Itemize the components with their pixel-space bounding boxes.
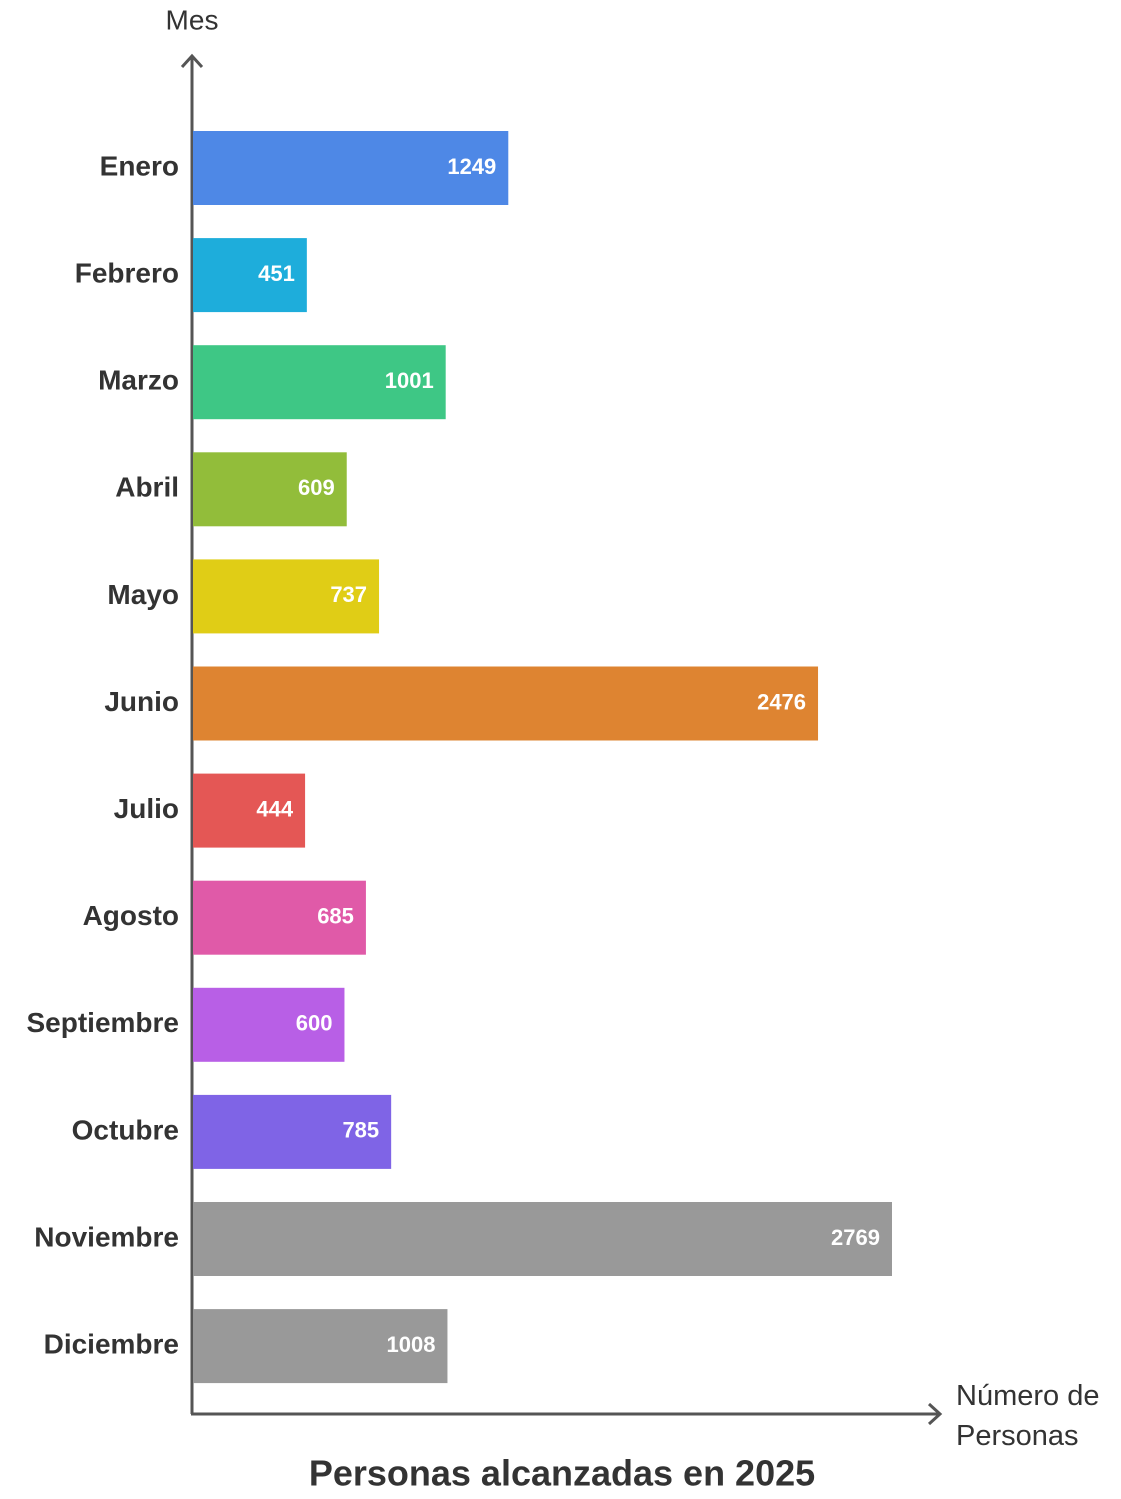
value-label: 685 <box>317 904 354 929</box>
value-label: 737 <box>330 582 367 607</box>
y-tick-label: Octubre <box>72 1114 179 1145</box>
y-tick-label: Marzo <box>98 365 179 396</box>
value-label: 1001 <box>385 368 434 393</box>
y-tick-label: Junio <box>104 686 179 717</box>
y-axis-arrow <box>180 53 204 69</box>
y-tick-label: Agosto <box>83 900 179 931</box>
bar <box>193 345 446 420</box>
bar <box>193 773 306 848</box>
bar <box>193 1202 892 1276</box>
bar <box>193 666 819 741</box>
value-label: 451 <box>258 261 295 286</box>
chart-title: Personas alcanzadas en 2025 <box>309 1453 815 1494</box>
value-label: 1008 <box>387 1332 436 1357</box>
y-axis-label: Mes <box>166 4 219 35</box>
bar <box>193 238 307 313</box>
y-tick-label: Septiembre <box>27 1007 180 1038</box>
bar <box>193 559 380 634</box>
y-tick-label: Febrero <box>75 257 179 288</box>
bar <box>193 1094 392 1169</box>
y-tick-label: Diciembre <box>44 1328 179 1359</box>
x-axis-arrow <box>927 1402 943 1426</box>
value-label: 444 <box>256 796 293 821</box>
bar <box>193 452 347 527</box>
y-tick-label: Abril <box>115 472 179 503</box>
value-label: 1249 <box>447 154 496 179</box>
bar <box>193 987 345 1062</box>
y-tick-label: Mayo <box>107 579 179 610</box>
x-axis-label: Número de Personas <box>956 1380 1100 1452</box>
y-tick-label: Julio <box>114 793 179 824</box>
value-label: 785 <box>342 1118 379 1143</box>
bar <box>193 131 509 205</box>
value-label: 600 <box>296 1011 333 1036</box>
value-label: 2476 <box>757 689 806 714</box>
y-tick-label: Enero <box>100 150 179 181</box>
bar <box>193 1309 448 1384</box>
bar <box>193 880 366 955</box>
y-tick-label: Noviembre <box>34 1221 179 1252</box>
value-label: 2769 <box>831 1225 880 1250</box>
value-label: 609 <box>298 475 335 500</box>
